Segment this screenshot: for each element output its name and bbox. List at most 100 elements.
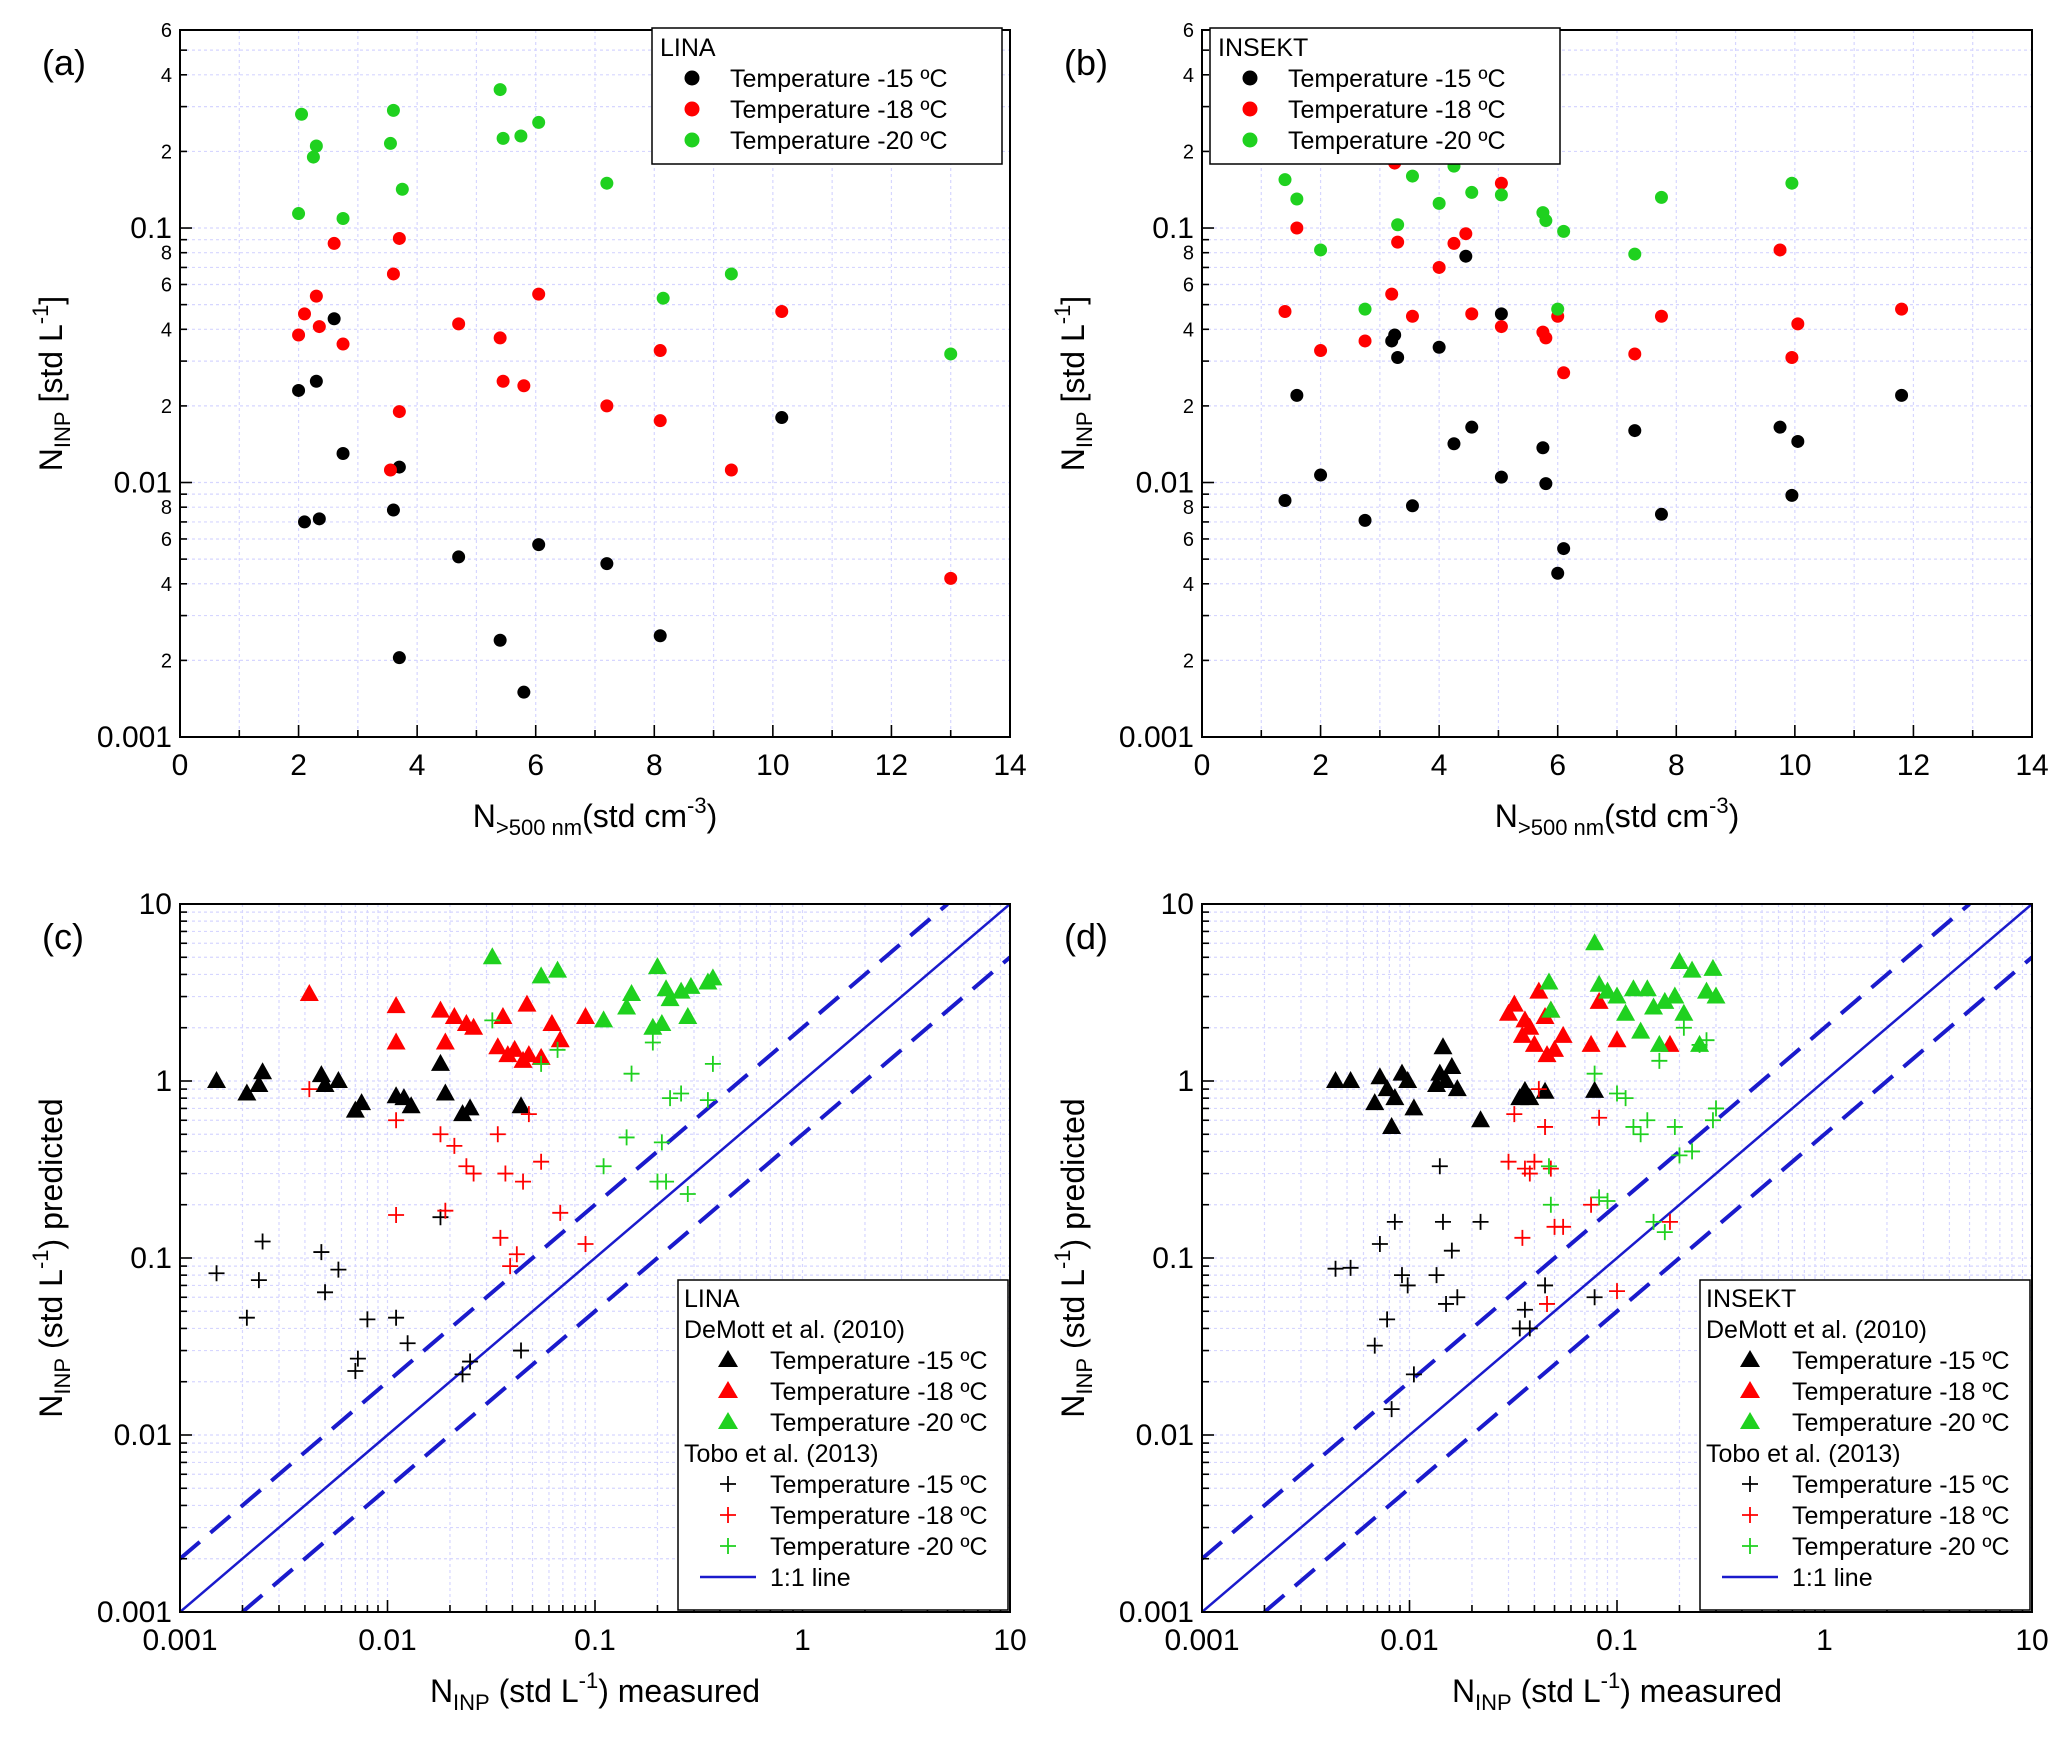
data-point <box>622 984 642 1002</box>
data-point <box>1536 441 1550 455</box>
data-point <box>309 139 323 153</box>
y-axis-title-part: ] <box>1055 296 1091 305</box>
data-point <box>1327 1260 1344 1277</box>
x-tick-label: 4 <box>409 749 426 782</box>
data-point <box>1314 468 1328 482</box>
data-point <box>1431 1158 1448 1175</box>
data-point <box>1530 1081 1547 1098</box>
data-point <box>317 1284 334 1301</box>
data-point <box>532 115 546 129</box>
data-point <box>330 1261 347 1278</box>
legend-marker <box>1242 101 1258 117</box>
data-point <box>1616 1003 1636 1021</box>
data-point <box>253 1062 273 1080</box>
panel-label: (d) <box>1064 916 1108 957</box>
legend-label: Temperature -20 ºC <box>770 1533 988 1561</box>
data-point <box>1684 1143 1701 1160</box>
data-point <box>1377 1079 1397 1097</box>
data-point <box>1521 1165 1538 1182</box>
data-point <box>1494 307 1508 321</box>
y-tick-label: 1 <box>1177 1065 1194 1098</box>
data-point <box>1639 1112 1656 1129</box>
legend-label: Temperature -15 ºC <box>770 1347 988 1375</box>
y-tick-label: 0.01 <box>1136 467 1194 500</box>
legend-group-header: Tobo et al. (2013) <box>684 1440 879 1468</box>
panel-label: (b) <box>1064 42 1108 83</box>
data-point <box>1521 1320 1538 1337</box>
data-point <box>1314 344 1328 358</box>
y-axis-title-part: N <box>33 1395 69 1418</box>
data-point <box>1541 1000 1561 1018</box>
y-axis-title-group: NINP (std L-1) predicted <box>28 1098 75 1417</box>
data-point <box>1535 1081 1555 1099</box>
data-point <box>1341 1071 1361 1088</box>
data-point <box>1607 1030 1627 1048</box>
y-tick-label: 2 <box>1183 396 1194 418</box>
data-point <box>1791 434 1805 448</box>
data-point <box>1585 933 1605 951</box>
data-point <box>600 176 614 190</box>
legend: INSEKT DeMott et al. (2010) Temperature -1… <box>1699 1279 2031 1611</box>
y-axis-title-part: -1 <box>1050 1249 1075 1269</box>
data-point <box>644 1034 661 1051</box>
data-point <box>515 1173 532 1190</box>
y-axis-title-group: NINP [std L-1] <box>1050 296 1097 471</box>
legend-label: Temperature -18 ºC <box>770 1378 988 1406</box>
data-point <box>1438 1295 1455 1312</box>
data-point <box>1609 1283 1625 1300</box>
data-point <box>1499 1003 1519 1021</box>
data-point <box>1551 566 1565 580</box>
y-axis-title-part: [std L <box>1055 324 1091 411</box>
data-point <box>1654 190 1668 204</box>
data-point <box>647 957 667 975</box>
data-point <box>492 1229 509 1246</box>
data-point <box>1557 542 1571 556</box>
y-axis-ticks: 0.001 0.01 0.1 1 10 <box>1119 888 1214 1629</box>
data-point <box>1366 1337 1383 1354</box>
legend-box <box>651 27 1003 165</box>
data-point <box>1326 1071 1346 1088</box>
data-point <box>298 307 311 321</box>
legend-marker <box>1740 1350 1760 1367</box>
series-1 <box>299 984 596 1068</box>
y-axis-title-part: INP <box>50 1358 75 1395</box>
data-point <box>1656 1224 1673 1241</box>
series-3 <box>1327 1158 1603 1418</box>
legend-marker <box>1742 1476 1758 1492</box>
data-point <box>458 1158 475 1175</box>
data-point <box>1698 1032 1715 1049</box>
data-point <box>1785 350 1799 364</box>
y-tick-label: 6 <box>1183 274 1194 296</box>
y-axis-title-part: -1 <box>28 305 53 325</box>
data-point <box>1385 1088 1405 1106</box>
data-point <box>671 981 691 999</box>
data-point <box>1675 1019 1692 1036</box>
legend-label: Temperature -20 ºC <box>1792 1409 2010 1437</box>
data-point <box>1708 1100 1724 1117</box>
data-point <box>401 1096 421 1114</box>
legend-label: Temperature -18 ºC <box>1288 96 1506 124</box>
data-point <box>1703 958 1723 976</box>
x-tick-label: 8 <box>1668 749 1685 782</box>
data-point <box>1591 1109 1608 1126</box>
data-point <box>1494 188 1508 202</box>
x-axis-title-part: (std cm <box>1604 798 1709 834</box>
data-point <box>452 317 466 331</box>
data-point <box>1500 1153 1517 1170</box>
x-axis-title: N>500 nm(std cm-3) <box>473 793 717 840</box>
ratio-lines <box>1202 904 2032 1612</box>
data-point <box>1314 243 1328 257</box>
x-axis-title-part: N <box>1452 1673 1475 1709</box>
data-point <box>444 1006 464 1024</box>
data-point <box>1278 304 1292 318</box>
data-point <box>306 150 320 164</box>
data-point <box>944 347 958 361</box>
data-point <box>1583 1196 1600 1213</box>
y-tick-label: 1 <box>155 1065 172 1098</box>
x-axis-title: N>500 nm(std cm-3) <box>1495 793 1739 840</box>
data-point <box>662 1090 679 1107</box>
data-point <box>249 1074 269 1092</box>
data-point <box>1609 1085 1625 1102</box>
